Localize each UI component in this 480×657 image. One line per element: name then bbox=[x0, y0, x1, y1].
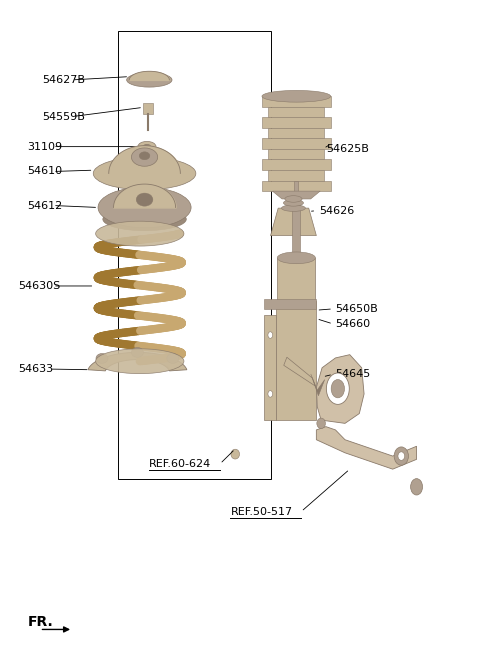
Ellipse shape bbox=[317, 418, 325, 428]
Ellipse shape bbox=[93, 157, 196, 190]
Polygon shape bbox=[268, 149, 324, 160]
Ellipse shape bbox=[127, 73, 172, 87]
Polygon shape bbox=[268, 170, 324, 181]
Ellipse shape bbox=[398, 452, 405, 461]
Bar bbox=[277, 258, 315, 302]
Polygon shape bbox=[311, 374, 324, 396]
Polygon shape bbox=[262, 160, 331, 170]
Ellipse shape bbox=[143, 145, 151, 149]
Bar bbox=[264, 315, 276, 420]
Ellipse shape bbox=[262, 91, 331, 102]
Polygon shape bbox=[268, 107, 324, 118]
Bar bbox=[264, 299, 316, 309]
Ellipse shape bbox=[283, 200, 303, 206]
Text: 54630S: 54630S bbox=[18, 281, 60, 291]
Ellipse shape bbox=[281, 205, 305, 212]
Ellipse shape bbox=[132, 148, 157, 166]
Ellipse shape bbox=[326, 373, 349, 405]
Polygon shape bbox=[262, 181, 331, 191]
Bar bbox=[294, 181, 298, 198]
Text: REF.50-517: REF.50-517 bbox=[230, 507, 293, 516]
Ellipse shape bbox=[103, 208, 186, 231]
Polygon shape bbox=[88, 352, 187, 371]
Bar bbox=[276, 301, 316, 420]
Text: 54633: 54633 bbox=[18, 364, 53, 374]
Text: 54610: 54610 bbox=[28, 166, 63, 177]
Bar bbox=[118, 31, 271, 479]
Ellipse shape bbox=[96, 221, 184, 246]
Ellipse shape bbox=[96, 349, 184, 374]
Ellipse shape bbox=[268, 332, 273, 338]
Polygon shape bbox=[284, 357, 315, 386]
Ellipse shape bbox=[132, 348, 144, 357]
Ellipse shape bbox=[231, 449, 240, 459]
Polygon shape bbox=[262, 139, 331, 149]
Ellipse shape bbox=[268, 391, 273, 397]
Text: 54626: 54626 bbox=[319, 206, 354, 215]
Polygon shape bbox=[262, 118, 331, 128]
Ellipse shape bbox=[98, 187, 191, 228]
Polygon shape bbox=[316, 355, 364, 423]
Text: 31109: 31109 bbox=[28, 142, 63, 152]
Bar bbox=[292, 198, 300, 256]
Text: FR.: FR. bbox=[28, 614, 53, 629]
Polygon shape bbox=[273, 191, 320, 199]
Ellipse shape bbox=[167, 353, 179, 363]
Ellipse shape bbox=[331, 380, 345, 398]
Text: 54650B: 54650B bbox=[336, 304, 378, 314]
Bar bbox=[143, 103, 153, 114]
Ellipse shape bbox=[410, 479, 422, 495]
Polygon shape bbox=[271, 208, 316, 236]
Text: 54627B: 54627B bbox=[42, 75, 85, 85]
Text: 54660: 54660 bbox=[336, 319, 371, 329]
Polygon shape bbox=[268, 128, 324, 139]
Ellipse shape bbox=[136, 193, 153, 206]
Ellipse shape bbox=[138, 141, 156, 152]
Ellipse shape bbox=[277, 252, 315, 263]
Polygon shape bbox=[262, 97, 331, 107]
Ellipse shape bbox=[394, 447, 408, 465]
Ellipse shape bbox=[139, 152, 150, 160]
Text: 54645: 54645 bbox=[336, 369, 371, 379]
Text: 54612: 54612 bbox=[28, 200, 63, 210]
Text: 54625B: 54625B bbox=[326, 144, 369, 154]
Ellipse shape bbox=[285, 196, 302, 202]
Ellipse shape bbox=[96, 353, 108, 363]
Text: 54559B: 54559B bbox=[42, 112, 85, 122]
Text: REF.60-624: REF.60-624 bbox=[149, 459, 212, 469]
Polygon shape bbox=[316, 426, 417, 469]
